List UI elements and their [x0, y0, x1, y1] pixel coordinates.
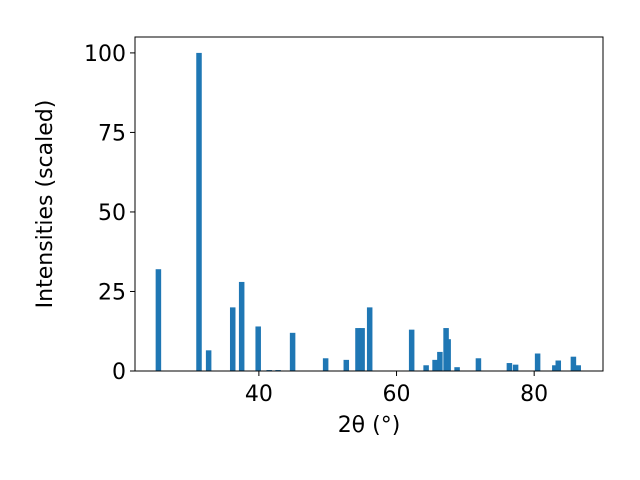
bar — [322, 358, 329, 371]
y-axis-label: Intensities (scaled) — [33, 100, 58, 309]
plot-frame — [134, 36, 604, 372]
x-tick-label: 40 — [245, 382, 273, 407]
bar — [555, 360, 562, 371]
bar — [475, 358, 482, 371]
bar — [445, 339, 451, 371]
bar — [575, 365, 581, 371]
bar — [205, 350, 212, 371]
bar — [359, 328, 365, 371]
bar — [552, 365, 558, 371]
x-axis-label: 2θ (°) — [338, 413, 401, 438]
bar — [512, 364, 519, 371]
y-tick-label: 75 — [98, 121, 126, 146]
y-tick-label: 100 — [84, 42, 126, 67]
bar — [432, 359, 438, 371]
bar — [196, 52, 202, 372]
bar — [289, 332, 296, 371]
bar — [155, 269, 162, 371]
bar — [229, 307, 236, 371]
x-tick-label: 80 — [520, 382, 548, 407]
y-tick-label: 0 — [112, 360, 126, 385]
bar — [437, 351, 443, 371]
bar — [454, 367, 460, 371]
bar — [255, 326, 261, 371]
bar — [238, 281, 245, 371]
bar — [570, 356, 577, 371]
x-tick-label: 60 — [383, 382, 411, 407]
bar — [343, 359, 350, 371]
bar — [355, 328, 361, 371]
y-tick-label: 25 — [98, 280, 126, 305]
bar — [423, 365, 429, 371]
bar — [366, 307, 373, 371]
y-tick-label: 50 — [98, 201, 126, 226]
bar — [408, 329, 415, 371]
bar — [534, 353, 541, 371]
bar — [506, 363, 513, 371]
